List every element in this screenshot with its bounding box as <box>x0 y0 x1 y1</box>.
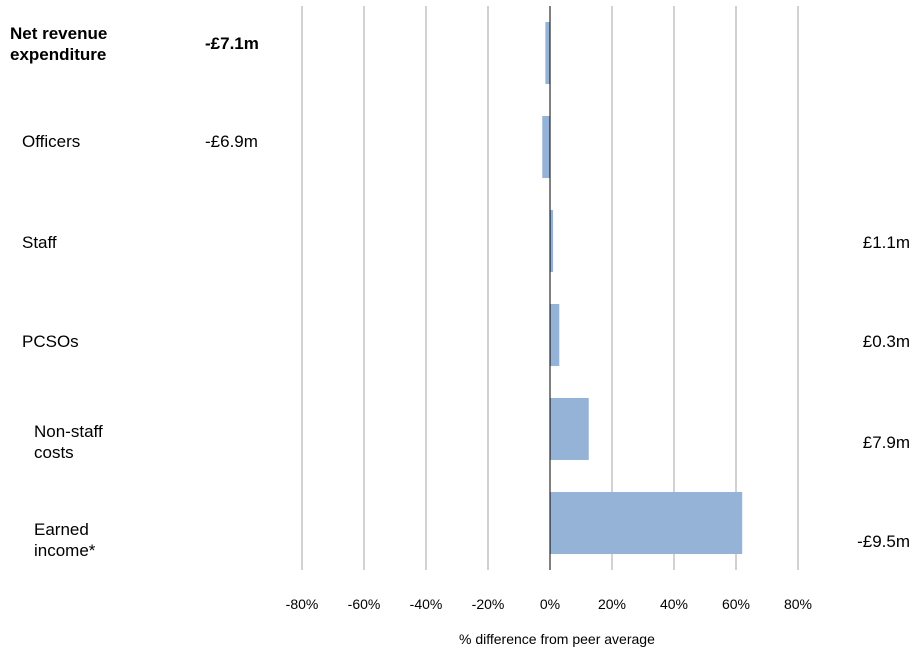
category-label: Staff <box>22 233 57 252</box>
category-label: PCSOs <box>22 332 79 351</box>
x-tick-label: 60% <box>721 596 751 612</box>
bar <box>550 303 560 367</box>
x-tick-label: -80% <box>285 596 319 612</box>
category-label: Officers <box>22 132 81 151</box>
x-tick-label: 0% <box>539 596 561 612</box>
x-tick-label: 80% <box>783 596 813 612</box>
bar <box>550 209 554 273</box>
x-tick-label: -60% <box>347 596 381 612</box>
x-axis-title: % difference from peer average <box>459 631 655 647</box>
bar <box>550 491 743 555</box>
x-tick-label: 40% <box>659 596 689 612</box>
value-label: -£7.1m <box>205 34 259 53</box>
value-label: -£9.5m <box>857 532 910 551</box>
value-label: £7.9m <box>862 433 910 452</box>
x-tick-label: -20% <box>471 596 505 612</box>
value-label: £0.3m <box>862 332 910 351</box>
value-label: -£6.9m <box>205 132 258 151</box>
category-label: Earned income* <box>34 520 96 560</box>
bar <box>550 397 589 461</box>
category-label: Net revenue expenditure <box>10 24 108 64</box>
bar <box>542 115 550 179</box>
x-tick-label: 20% <box>597 596 627 612</box>
x-tick-label: -40% <box>409 596 443 612</box>
bar <box>545 21 550 85</box>
category-label: Non-staff costs <box>34 422 103 462</box>
value-label: £1.1m <box>862 233 910 252</box>
